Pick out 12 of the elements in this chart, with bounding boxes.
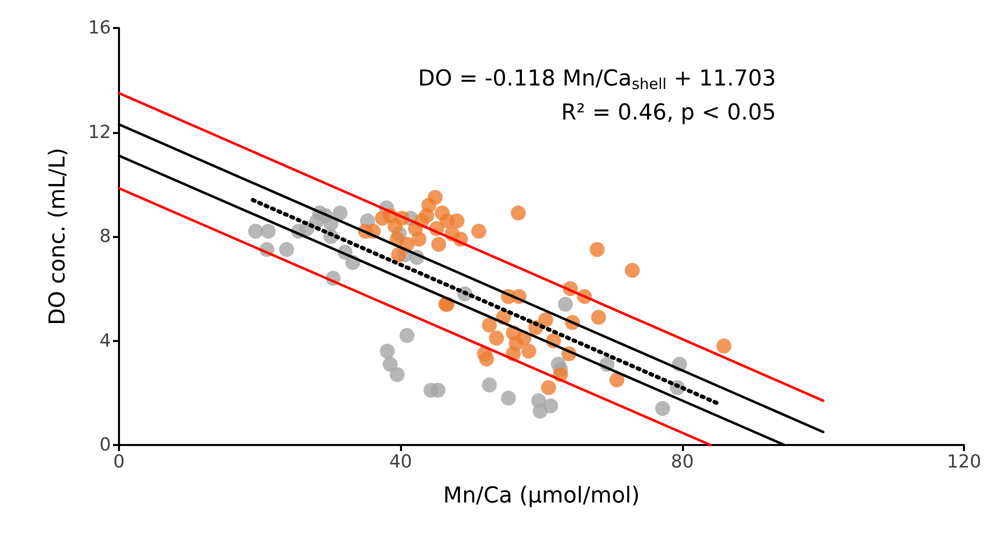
y-tick-label: 16	[88, 18, 111, 38]
y-tick-label: 8	[100, 226, 111, 247]
x-tick-label: 120	[946, 452, 982, 472]
y-axis-title: DO conc. (mL/L)	[46, 148, 70, 326]
y-tick-label: 0	[100, 434, 111, 456]
y-tick-label: 12	[88, 122, 111, 143]
x-tick-label: 0	[113, 452, 125, 472]
x-tick-label: 80	[670, 452, 694, 472]
annotation: R² = 0.46, p < 0.05	[561, 100, 776, 126]
x-tick-label: 40	[389, 452, 412, 472]
x-axis-title: Mn/Ca (µmol/mol)	[443, 484, 640, 508]
y-tick-label: 4	[100, 330, 111, 352]
